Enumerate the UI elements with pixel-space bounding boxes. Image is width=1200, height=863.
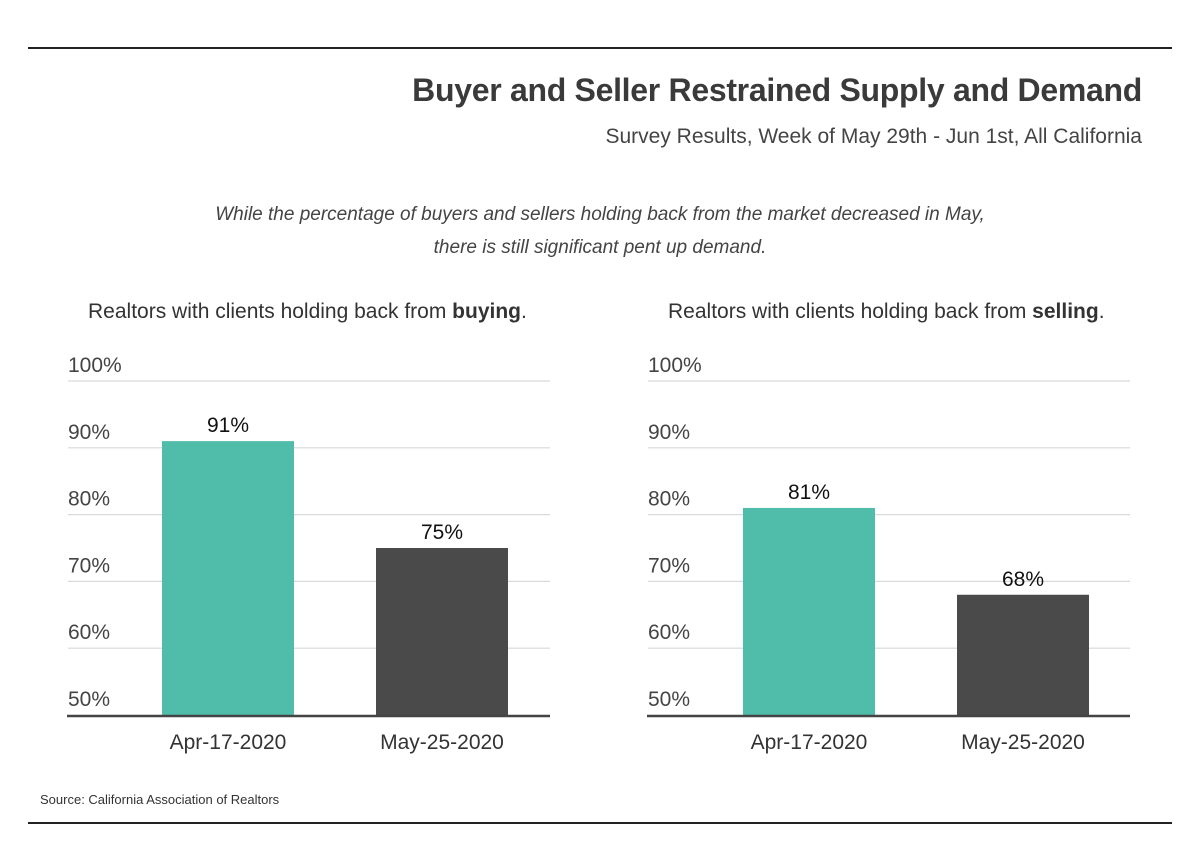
y-tick-label: 70%	[648, 554, 690, 577]
y-tick-label: 60%	[68, 621, 110, 644]
panel-title-bold: selling	[1032, 300, 1099, 323]
bottom-rule	[28, 822, 1172, 824]
selling-bar-chart: 50% 60% 70% 80% 90% 100% 81% Apr-17-2020 68% May-…	[647, 354, 1130, 754]
panel-title-buying: Realtors with clients holding back from …	[88, 300, 527, 324]
y-tick-label: 100%	[648, 354, 702, 377]
x-category-label: Apr-17-2020	[170, 731, 287, 754]
y-tick-label: 50%	[68, 688, 110, 711]
x-category-label: May-25-2020	[961, 731, 1085, 754]
y-tick-label: 90%	[68, 421, 110, 444]
commentary-note: While the percentage of buyers and selle…	[0, 198, 1200, 264]
panel-title-prefix: Realtors with clients holding back from	[668, 300, 1033, 323]
bar	[957, 594, 1089, 715]
chart-title: Buyer and Seller Restrained Supply and D…	[412, 72, 1142, 108]
note-line-1: While the percentage of buyers and selle…	[215, 204, 985, 225]
bar	[376, 548, 508, 715]
source-note: Source: California Association of Realto…	[40, 792, 280, 807]
buying-bar-chart: 50% 60% 70% 80% 90% 100% 91% Apr-17-2020 75% May-…	[67, 354, 550, 754]
bar	[743, 507, 875, 715]
y-tick-label: 80%	[68, 488, 110, 511]
y-tick-label: 80%	[648, 488, 690, 511]
bar-value-label: 81%	[788, 481, 830, 504]
chart-subtitle: Survey Results, Week of May 29th - Jun 1…	[605, 125, 1142, 148]
x-category-label: May-25-2020	[380, 731, 504, 754]
bar-value-label: 75%	[421, 521, 463, 544]
note-line-2: there is still significant pent up deman…	[433, 237, 767, 258]
panel-title-bold: buying	[452, 300, 521, 323]
y-tick-label: 50%	[648, 688, 690, 711]
top-rule	[28, 47, 1172, 49]
bar-value-label: 91%	[207, 414, 249, 437]
bar-value-label: 68%	[1002, 568, 1044, 591]
panel-title-prefix: Realtors with clients holding back from	[88, 300, 453, 323]
panel-title-suffix: .	[1098, 300, 1105, 323]
x-category-label: Apr-17-2020	[751, 731, 868, 754]
y-tick-label: 90%	[648, 421, 690, 444]
y-tick-label: 100%	[68, 354, 122, 377]
bar	[162, 441, 294, 715]
y-tick-label: 70%	[68, 554, 110, 577]
panel-title-selling: Realtors with clients holding back from …	[668, 300, 1105, 324]
y-tick-label: 60%	[648, 621, 690, 644]
panel-title-suffix: .	[521, 300, 527, 323]
